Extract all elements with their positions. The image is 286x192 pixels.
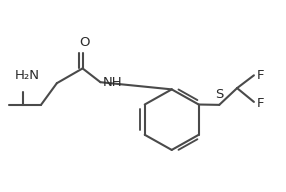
- Text: F: F: [257, 97, 264, 110]
- Text: H₂N: H₂N: [15, 69, 40, 82]
- Text: NH: NH: [103, 76, 123, 89]
- Text: S: S: [215, 88, 223, 101]
- Text: F: F: [257, 69, 264, 82]
- Text: O: O: [79, 36, 89, 49]
